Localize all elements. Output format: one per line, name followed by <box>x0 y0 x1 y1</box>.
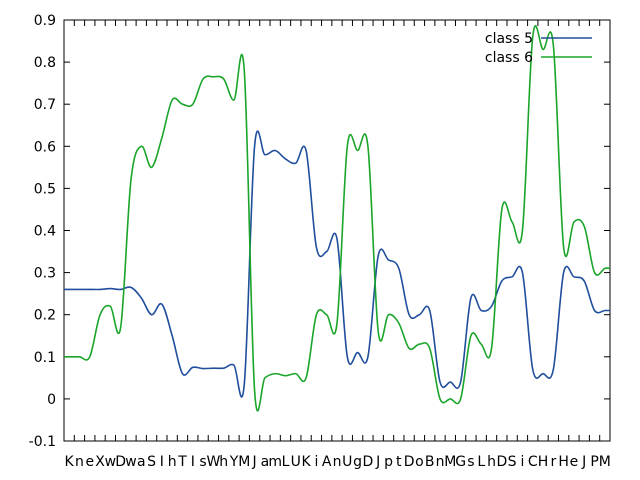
x-tick-label: T <box>177 454 187 470</box>
x-tick-label: W <box>206 454 220 470</box>
x-tick-label: G <box>455 454 466 470</box>
y-tick-label: 0 <box>47 392 56 408</box>
y-tick-label: 0.2 <box>34 308 56 324</box>
x-tick-label: e <box>85 454 94 470</box>
x-tick-label: w <box>105 454 116 470</box>
x-tick-label: n <box>436 454 445 470</box>
x-tick-label: h <box>487 454 496 470</box>
x-tick-label: g <box>353 454 362 470</box>
x-tick-label: H <box>538 454 549 470</box>
x-tick-label: o <box>415 454 424 470</box>
y-tick-label: 0.1 <box>34 350 56 366</box>
y-tick-label: 0.4 <box>34 224 56 240</box>
y-tick-label: 0.9 <box>34 13 56 29</box>
x-tick-label: A <box>322 454 332 470</box>
x-tick-label: D <box>496 454 507 470</box>
x-tick-label: I <box>160 454 164 470</box>
x-tick-label: H <box>558 454 569 470</box>
x-tick-label: J <box>375 454 380 470</box>
x-tick-label: D <box>404 454 415 470</box>
x-tick-label: s <box>467 454 474 470</box>
x-tick-label: D <box>115 454 126 470</box>
legend-label-2: class 6 <box>485 50 533 66</box>
x-tick-label: w <box>125 454 136 470</box>
series-group <box>63 25 611 412</box>
x-tick-label: n <box>333 454 342 470</box>
x-tick-label: S <box>147 454 156 470</box>
x-tick-label: n <box>75 454 84 470</box>
x-tick-label: p <box>384 454 393 470</box>
x-tick-label: M <box>599 454 611 470</box>
legend-label-1: class 5 <box>485 31 533 47</box>
x-tick-label: h <box>168 454 177 470</box>
y-tick-label: 0.7 <box>34 97 56 113</box>
x-tick-label: Y <box>229 454 239 470</box>
x-tick-label: I <box>191 454 195 470</box>
x-tick-label: U <box>291 454 301 470</box>
x-tick-label: S <box>508 454 517 470</box>
x-tick-label: J <box>252 454 257 470</box>
x-tick-label: s <box>199 454 206 470</box>
y-tick-label: 0.6 <box>34 139 56 155</box>
x-tick-label: t <box>396 454 402 470</box>
x-tick-label: K <box>65 454 75 470</box>
series-line-1 <box>63 130 610 398</box>
y-tick-label: 0.3 <box>34 266 56 282</box>
x-tick-label: M <box>238 454 250 470</box>
y-tick-label: 0.8 <box>34 55 56 71</box>
x-tick-label: m <box>268 454 282 470</box>
x-tick-label: L <box>477 454 485 470</box>
series-line-2 <box>64 25 611 412</box>
y-tick-label: -0.1 <box>29 434 56 450</box>
x-tick-label: D <box>363 454 374 470</box>
x-tick-label: U <box>342 454 352 470</box>
x-tick-label: K <box>302 454 312 470</box>
plot-frame <box>63 19 611 442</box>
x-tick-label: r <box>550 454 556 470</box>
y-axis: -0.1 0 0.1 0.2 0.3 0.4 0.5 0.6 0.7 0.8 0.9 <box>29 13 610 450</box>
x-tick-label: C <box>528 454 538 470</box>
x-tick-label: i <box>314 454 318 470</box>
y-tick-label: 0.5 <box>34 181 56 197</box>
x-tick-label: e <box>570 454 579 470</box>
x-tick-label: a <box>261 454 270 470</box>
legend: class 5 class 6 <box>485 31 592 66</box>
x-tick-label: i <box>520 454 524 470</box>
x-tick-label: M <box>444 454 456 470</box>
x-tick-label: J <box>581 454 586 470</box>
x-tick-label: a <box>137 454 146 470</box>
x-tick-label: P <box>590 454 598 470</box>
x-tick-label: L <box>282 454 290 470</box>
x-tick-label: h <box>219 454 228 470</box>
x-tick-label: B <box>425 454 435 470</box>
x-tick-label: X <box>95 454 105 470</box>
